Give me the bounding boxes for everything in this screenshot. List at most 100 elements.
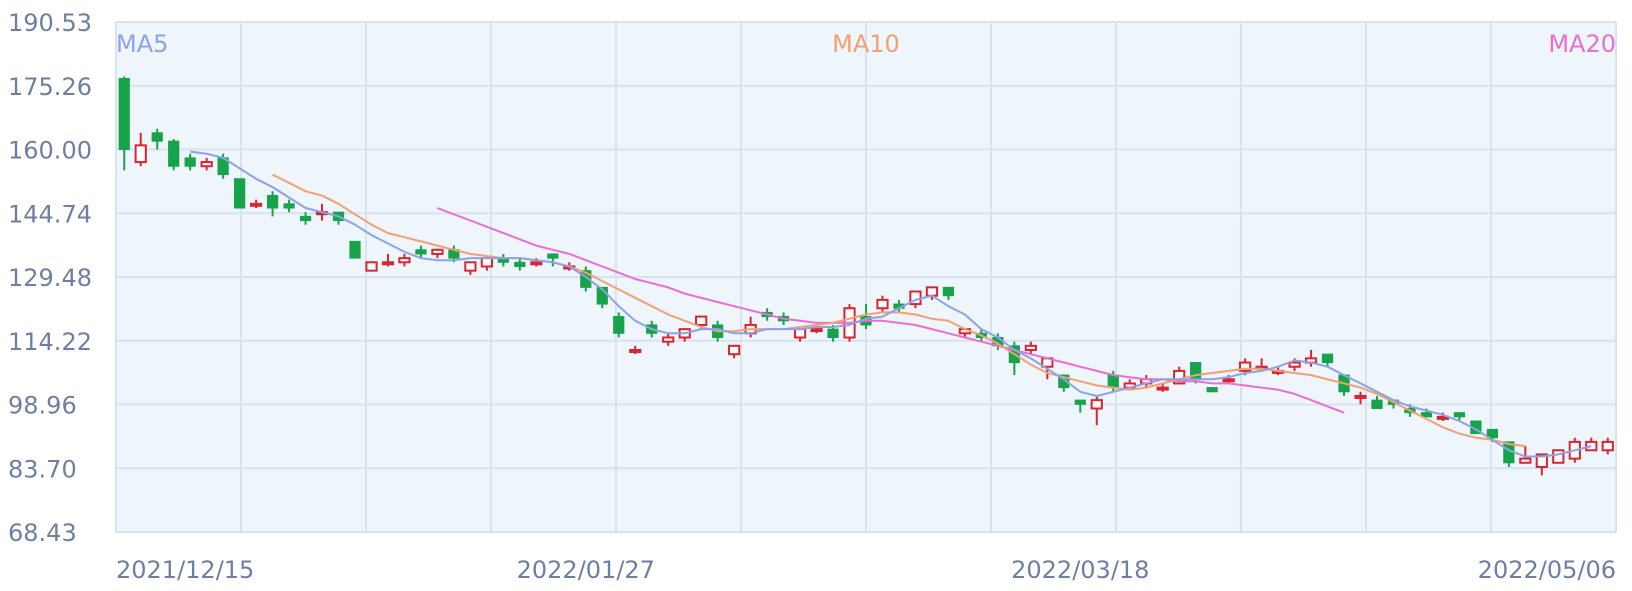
- candle-up: [431, 248, 444, 259]
- candle-body: [580, 270, 592, 288]
- candle-body: [547, 253, 559, 259]
- candle-body: [1486, 428, 1498, 439]
- candle-down: [234, 178, 246, 209]
- legend-ma10: MA10: [832, 30, 900, 58]
- candle-body: [266, 194, 279, 209]
- candle-body: [118, 78, 130, 151]
- candle-body: [1371, 399, 1383, 409]
- candle-body: [1288, 361, 1301, 368]
- ma20-line: [437, 207, 1345, 414]
- candle-up: [1552, 449, 1565, 464]
- candle-body: [942, 286, 955, 297]
- candle-body: [695, 315, 708, 326]
- candle-up: [728, 344, 741, 359]
- candle-body: [283, 203, 295, 209]
- candle-body: [1519, 457, 1532, 464]
- x-tick-label: 2022/03/18: [1011, 556, 1149, 584]
- candle-body: [1601, 440, 1614, 452]
- candle-body: [514, 261, 526, 267]
- candle-body: [1535, 453, 1548, 468]
- candle-up: [1601, 437, 1614, 455]
- candle-up: [1024, 341, 1037, 355]
- grid: [115, 21, 1617, 533]
- y-tick-label: 114.22: [8, 328, 92, 356]
- candle-down: [151, 128, 163, 150]
- y-tick-label: 175.26: [8, 73, 92, 101]
- candle-body: [925, 286, 939, 297]
- candle-up: [134, 132, 147, 167]
- candle-down: [266, 191, 279, 217]
- y-tick-label: 190.53: [8, 9, 92, 37]
- candle-body: [250, 202, 263, 207]
- candle-body: [134, 144, 147, 164]
- candle-body: [184, 157, 196, 167]
- candle-down: [1503, 441, 1515, 467]
- candle-body: [876, 298, 889, 310]
- candle-up: [629, 345, 642, 355]
- ma5-line: [190, 150, 1592, 458]
- candle-down: [184, 153, 196, 171]
- candle-body: [1107, 374, 1119, 389]
- candle-body: [1074, 399, 1086, 405]
- candle-body: [381, 261, 395, 266]
- candle-body: [530, 261, 543, 266]
- legend: MA5 MA10 MA20: [116, 30, 1616, 58]
- candle-body: [168, 140, 180, 167]
- candle-body: [431, 248, 444, 255]
- candle-body: [151, 132, 163, 142]
- candle-up: [200, 157, 213, 171]
- candle-body: [1058, 374, 1070, 389]
- candle-body: [629, 349, 642, 354]
- candle-body: [810, 328, 823, 333]
- candle-up: [250, 199, 263, 208]
- candle-body: [793, 328, 807, 339]
- x-tick-label: 2021/12/15: [116, 556, 254, 584]
- candle-body: [464, 261, 477, 272]
- candle-body: [398, 257, 411, 264]
- candle-down: [1206, 387, 1218, 393]
- candle-body: [728, 344, 741, 356]
- x-tick-label: 2022/01/27: [517, 556, 655, 584]
- candle-down: [1074, 399, 1086, 413]
- candle-up: [1156, 383, 1169, 392]
- candle-body: [200, 161, 213, 168]
- candle-down: [118, 76, 130, 171]
- y-tick-label: 144.74: [8, 200, 92, 228]
- candle-body: [613, 316, 625, 334]
- candle-body: [1206, 387, 1218, 393]
- candle-body: [1321, 353, 1334, 364]
- candle-down: [1453, 412, 1466, 422]
- candle-up: [1519, 446, 1532, 464]
- candle-body: [1436, 415, 1450, 420]
- candle-up: [365, 261, 378, 272]
- candle-down: [1321, 353, 1334, 367]
- candle-down: [942, 286, 955, 300]
- candle-down: [299, 212, 312, 225]
- candle-body: [1222, 378, 1235, 383]
- candle-body: [1354, 394, 1367, 399]
- candle-body: [234, 178, 246, 209]
- candle-down: [580, 266, 592, 292]
- x-tick-label: 2022/05/06: [1478, 556, 1616, 584]
- ma10-line: [272, 173, 1526, 448]
- candle-down: [415, 245, 427, 259]
- candle-body: [480, 257, 493, 268]
- candle-body: [1552, 449, 1565, 464]
- candle-down: [514, 258, 526, 271]
- candle-body: [299, 215, 312, 222]
- candle-up: [381, 253, 395, 267]
- candle-body: [1453, 412, 1466, 418]
- candle-down: [168, 139, 180, 171]
- y-tick-label: 129.48: [8, 264, 92, 292]
- candle-up: [1535, 453, 1548, 476]
- legend-ma5: MA5: [116, 30, 168, 58]
- y-tick-label: 98.96: [8, 392, 77, 420]
- candle-up: [398, 253, 411, 267]
- candle-body: [662, 336, 675, 343]
- candle-body: [1024, 344, 1037, 352]
- candle-up: [1354, 391, 1367, 405]
- candle-body: [415, 249, 427, 255]
- y-tick-label: 68.43: [8, 519, 77, 547]
- candle-down: [1371, 395, 1383, 409]
